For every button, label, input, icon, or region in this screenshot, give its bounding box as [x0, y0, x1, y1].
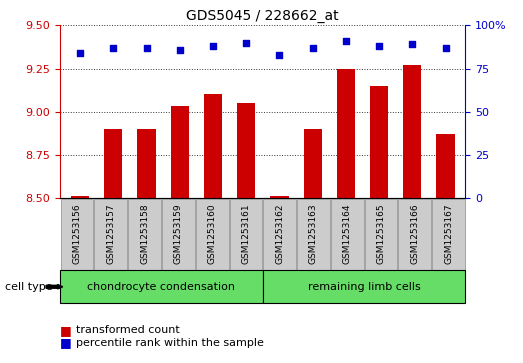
Text: cell type: cell type: [5, 282, 53, 292]
Text: GSM1253159: GSM1253159: [174, 204, 183, 265]
Bar: [104, 129, 122, 198]
Point: [242, 40, 251, 46]
Bar: [204, 94, 222, 198]
Text: transformed count: transformed count: [76, 325, 179, 335]
Bar: [71, 196, 89, 198]
Text: GSM1253165: GSM1253165: [377, 204, 385, 265]
Point: [142, 45, 151, 51]
Text: remaining limb cells: remaining limb cells: [308, 282, 420, 292]
Text: GSM1253164: GSM1253164: [343, 204, 352, 264]
Bar: [270, 196, 289, 198]
Bar: [436, 134, 454, 198]
Text: GSM1253157: GSM1253157: [106, 204, 115, 265]
Bar: [303, 129, 322, 198]
Text: GSM1253160: GSM1253160: [208, 204, 217, 265]
Text: percentile rank within the sample: percentile rank within the sample: [76, 338, 264, 348]
Point: [375, 43, 383, 49]
Bar: [170, 106, 189, 198]
Bar: [370, 86, 388, 198]
Text: GSM1253167: GSM1253167: [444, 204, 453, 265]
Point: [309, 45, 317, 51]
Text: ■: ■: [60, 324, 72, 337]
Text: GSM1253158: GSM1253158: [140, 204, 149, 265]
Point: [275, 52, 283, 58]
Bar: [337, 69, 355, 198]
Text: GSM1253162: GSM1253162: [275, 204, 284, 264]
Title: GDS5045 / 228662_at: GDS5045 / 228662_at: [187, 9, 339, 23]
Text: ■: ■: [60, 337, 72, 350]
Bar: [138, 129, 156, 198]
Point: [342, 38, 350, 44]
Text: GSM1253163: GSM1253163: [309, 204, 318, 265]
Bar: [403, 65, 422, 198]
Bar: [237, 103, 255, 198]
Point: [209, 43, 217, 49]
Text: chondrocyte condensation: chondrocyte condensation: [87, 282, 235, 292]
Text: GSM1253156: GSM1253156: [73, 204, 82, 265]
Point: [76, 50, 84, 56]
Text: GSM1253166: GSM1253166: [411, 204, 419, 265]
Point: [176, 47, 184, 53]
Point: [109, 45, 118, 51]
Point: [441, 45, 450, 51]
Text: GSM1253161: GSM1253161: [242, 204, 251, 265]
Point: [408, 41, 416, 47]
